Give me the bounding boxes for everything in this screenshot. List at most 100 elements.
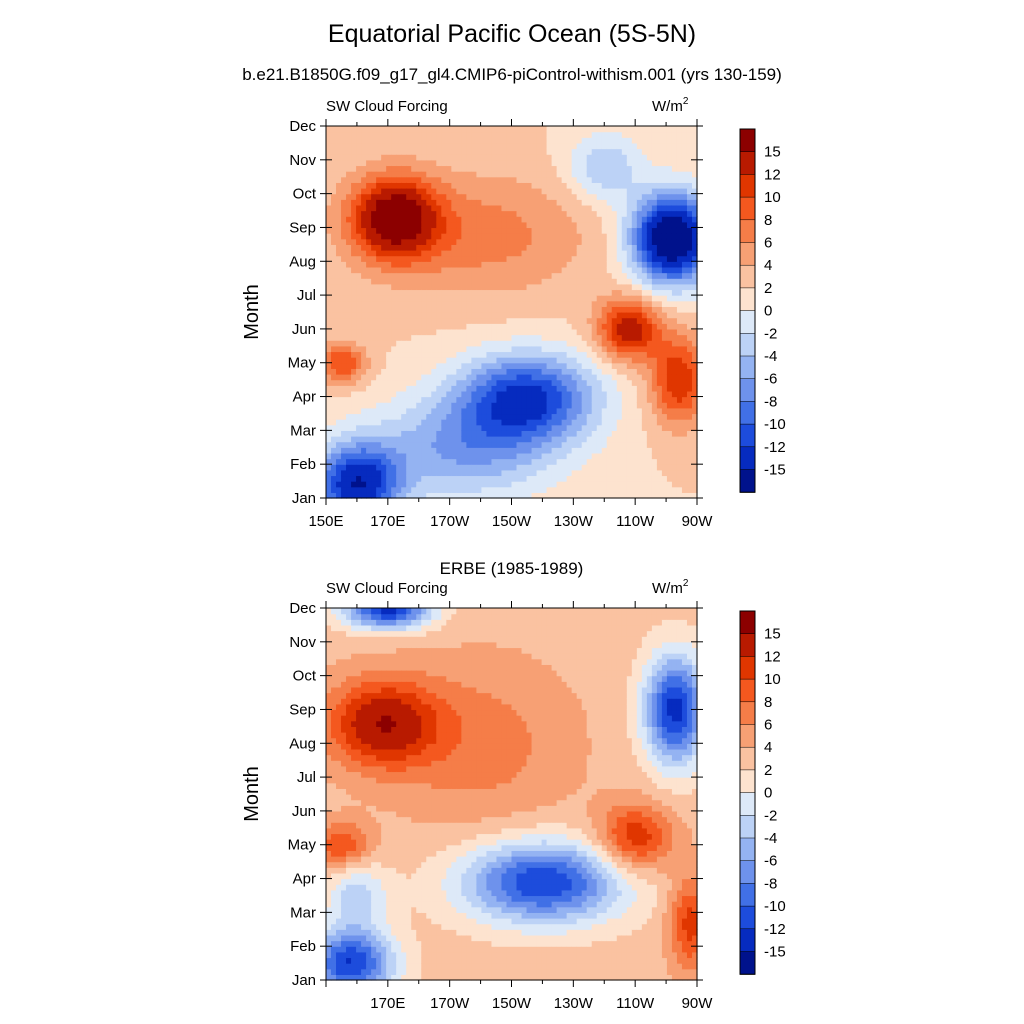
heatmap-cell [676, 283, 683, 291]
heatmap-cell [391, 238, 397, 245]
heatmap-cell [521, 447, 528, 454]
heatmap-cell [686, 283, 693, 291]
heatmap-cell [531, 469, 538, 477]
heatmap-cell [606, 486, 613, 493]
heatmap-cell [506, 266, 513, 274]
heatmap-cell [596, 272, 603, 279]
heatmap-cell [421, 374, 427, 381]
heatmap-cell [601, 447, 608, 454]
heatmap-cell [396, 334, 402, 341]
heatmap-cell [661, 390, 668, 398]
heatmap-cell [501, 295, 508, 302]
heatmap-cell [651, 413, 658, 420]
heatmap-cell [436, 142, 442, 150]
units-label: W/m2 [652, 578, 689, 597]
heatmap-cell [546, 221, 553, 229]
heatmap-cell [381, 374, 387, 381]
heatmap-cell [386, 317, 392, 324]
heatmap-cell [431, 323, 437, 330]
heatmap-cell [686, 199, 693, 206]
heatmap-cell [411, 159, 417, 167]
heatmap-cell [366, 278, 372, 285]
heatmap-cell [416, 413, 422, 420]
heatmap-cell [686, 266, 693, 274]
heatmap-cell [506, 492, 513, 499]
heatmap-cell [566, 266, 573, 274]
heatmap-cell [631, 126, 638, 133]
heatmap-cell [591, 250, 598, 257]
heatmap-cell [526, 238, 533, 245]
heatmap-cell [451, 221, 457, 229]
heatmap-cell [446, 272, 452, 279]
heatmap-cell [476, 278, 483, 285]
heatmap-cell [456, 142, 462, 150]
heatmap-cell [686, 486, 693, 493]
heatmap-cell [331, 221, 337, 229]
heatmap-cell [496, 126, 503, 133]
heatmap-cell [676, 362, 683, 369]
heatmap-cell [486, 390, 493, 398]
heatmap-cell [566, 244, 573, 251]
heatmap-cell [371, 171, 377, 178]
heatmap-cell [571, 436, 578, 443]
heatmap-cell [346, 402, 352, 409]
heatmap-cell [431, 204, 437, 212]
heatmap-cell [401, 486, 407, 493]
heatmap-cell [436, 261, 442, 268]
heatmap-cell [516, 441, 523, 448]
heatmap-cell [446, 182, 452, 189]
heatmap-cell [346, 199, 352, 206]
heatmap-cell [641, 385, 648, 392]
heatmap-cell [376, 261, 382, 268]
heatmap-cell [391, 165, 397, 172]
heatmap-cell [501, 458, 508, 465]
heatmap-cell [451, 255, 457, 262]
heatmap-cell [641, 469, 648, 477]
heatmap-cell [596, 374, 603, 381]
heatmap-cell [416, 238, 422, 245]
heatmap-cell [501, 216, 508, 223]
heatmap-cell [576, 368, 583, 375]
heatmap-cell [626, 221, 633, 229]
heatmap-cell [521, 126, 528, 133]
heatmap-cell [621, 469, 628, 477]
heatmap-cell [341, 266, 347, 274]
heatmap-cell [606, 221, 613, 229]
heatmap-cell [671, 159, 678, 167]
heatmap-cell [516, 464, 523, 471]
heatmap-cell [351, 368, 357, 375]
heatmap-cell [576, 379, 583, 386]
heatmap-cell [516, 430, 523, 437]
heatmap-cell [676, 447, 683, 454]
heatmap-cell [616, 317, 623, 324]
heatmap-cell [481, 204, 488, 212]
heatmap-cell [441, 390, 447, 398]
heatmap-cell [506, 357, 513, 364]
heatmap-cell [501, 464, 508, 471]
heatmap-cell [626, 458, 633, 465]
heatmap-cell [661, 182, 668, 189]
heatmap-cell [571, 176, 578, 183]
heatmap-cell [541, 317, 548, 324]
heatmap-cell [641, 368, 648, 375]
heatmap-cell [556, 334, 563, 341]
heatmap-cell [541, 396, 548, 403]
heatmap-cell [491, 295, 498, 302]
heatmap-cell [596, 193, 603, 200]
heatmap-cell [366, 351, 372, 358]
heatmap-cell [446, 278, 452, 285]
heatmap-cell [551, 351, 558, 358]
heatmap-cell [341, 486, 347, 493]
heatmap-cell [661, 131, 668, 138]
heatmap-cell [486, 351, 493, 358]
heatmap-cell [411, 328, 417, 336]
heatmap-cell [326, 227, 332, 234]
heatmap-cell [536, 204, 543, 212]
heatmap-cell [471, 278, 477, 285]
heatmap-cell [361, 390, 367, 398]
heatmap-cell [616, 272, 623, 279]
heatmap-cell [481, 317, 488, 324]
heatmap-cell [526, 171, 533, 178]
heatmap-cell [676, 233, 683, 240]
heatmap-cell [476, 204, 483, 212]
